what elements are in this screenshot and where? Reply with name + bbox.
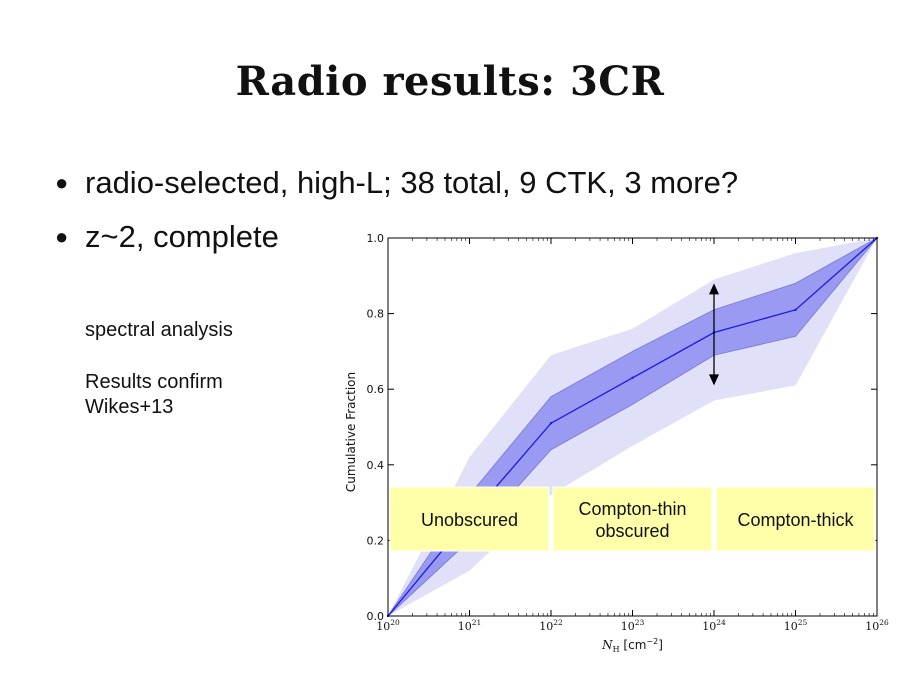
bullet-item: ● radio-selected, high-L; 38 total, 9 CTK…: [55, 165, 738, 201]
region-label-box: [552, 486, 713, 552]
cumulative-fraction-chart: 0.0 0.2 0.4 0.6 0.8 1.0 1020 1021 1022 1023 1024 10…: [344, 232, 889, 654]
region-label-text: Compton-thin: [578, 499, 686, 519]
y-tick-label: 0.4: [367, 459, 385, 472]
x-tick-label: 1022: [539, 618, 563, 633]
y-tick-label: 0.2: [367, 534, 385, 547]
region-label-box: [389, 486, 550, 552]
arrow-up-icon: [709, 283, 719, 295]
bullet-dot-icon: ●: [55, 170, 69, 195]
y-tick-label: 1.0: [367, 232, 385, 245]
x-tick-label: 1021: [458, 618, 482, 633]
data-point: [631, 376, 634, 380]
region-label-box: [715, 486, 876, 552]
x-tick-label: 1025: [784, 618, 808, 633]
x-tick-label: 1020: [376, 618, 400, 633]
bullet-text: radio-selected, high-L; 38 total, 9 CTK,…: [85, 165, 739, 200]
x-axis-label: NH [cm−2]: [601, 637, 663, 654]
region-label-text: Unobscured: [421, 510, 518, 530]
region-label-text: Compton-thick: [737, 510, 854, 530]
x-tick-label: 1026: [865, 618, 889, 633]
data-point: [794, 308, 797, 312]
bullet-list: ● radio-selected, high-L; 38 total, 9 CTK…: [55, 165, 738, 273]
note-line: Results confirm: [85, 371, 223, 393]
y-tick-label: 0.8: [367, 308, 385, 321]
note-line: Wikes+13: [85, 396, 174, 418]
bullet-dot-icon: ●: [55, 224, 69, 249]
y-tick-label: 0.6: [367, 383, 385, 396]
bullet-text: z~2, complete: [85, 219, 279, 254]
y-tick-label: 0.0: [367, 610, 385, 623]
x-tick-label: 1023: [621, 618, 645, 633]
bullet-item: ● z~2, complete: [55, 219, 738, 255]
y-axis-label: Cumulative Fraction: [344, 372, 358, 492]
x-tick-label: 1024: [702, 618, 726, 633]
region-label-text: obscured: [595, 521, 669, 541]
data-point: [549, 422, 553, 425]
slide-title: Radio results: 3CR: [235, 58, 665, 105]
arrow-down-icon: [709, 374, 719, 386]
note-line: spectral analysis: [85, 319, 233, 341]
